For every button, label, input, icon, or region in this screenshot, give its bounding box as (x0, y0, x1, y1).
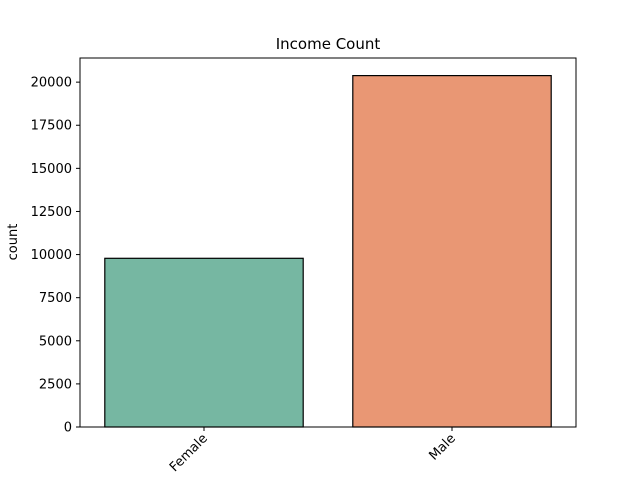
y-tick-label: 7500 (39, 291, 72, 306)
bars-layer (104, 74, 552, 428)
y-tick-label: 2500 (39, 377, 72, 392)
y-tick-label: 0 (64, 421, 72, 436)
y-tick-label: 5000 (39, 334, 72, 349)
y-tick-label: 17500 (31, 119, 72, 134)
y-tick-label: 15000 (31, 162, 72, 177)
bar-female (104, 257, 304, 428)
y-tick-label: 10000 (31, 248, 72, 263)
y-tick-label: 20000 (31, 76, 72, 91)
bar-male (352, 74, 552, 428)
y-tick-label: 12500 (31, 205, 72, 220)
y-axis-ticks: 0 2500 5000 7500 10000 12500 15000 17500 20000 (31, 76, 80, 436)
y-axis-label: count (6, 224, 21, 261)
plot-frame (79, 57, 577, 428)
chart-title: Income Count (276, 35, 381, 53)
